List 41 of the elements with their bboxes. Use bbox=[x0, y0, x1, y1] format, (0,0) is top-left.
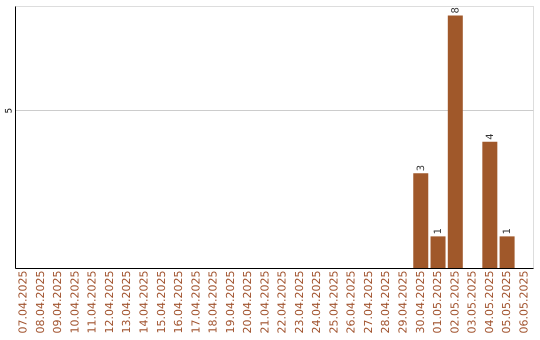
x-tick-label: 27.04.2025 bbox=[362, 270, 375, 334]
x-tick-label: 06.05.2025 bbox=[517, 270, 530, 334]
x-tick-label: 21.04.2025 bbox=[258, 270, 272, 334]
x-tick-label: 25.04.2025 bbox=[327, 270, 340, 334]
x-tick-label: 12.04.2025 bbox=[102, 270, 116, 334]
x-tick-label: 23.04.2025 bbox=[292, 270, 306, 334]
bar bbox=[413, 173, 428, 268]
data-label: 1 bbox=[433, 228, 444, 234]
data-label: 4 bbox=[484, 133, 496, 140]
x-tick-label: 16.04.2025 bbox=[172, 270, 186, 334]
bar bbox=[448, 15, 463, 268]
x-tick-label: 17.04.2025 bbox=[189, 270, 202, 334]
x-tick-label: 04.05.2025 bbox=[482, 270, 496, 334]
x-tick-label: 19.04.2025 bbox=[224, 270, 237, 334]
x-tick-label: 13.04.2025 bbox=[120, 270, 134, 334]
x-tick-label: 22.04.2025 bbox=[276, 270, 289, 334]
x-tick-label: 03.05.2025 bbox=[466, 270, 479, 334]
x-tick-label: 15.04.2025 bbox=[154, 270, 168, 334]
data-label: 1 bbox=[502, 228, 514, 234]
data-label: 3 bbox=[416, 164, 427, 172]
x-tick-label: 30.04.2025 bbox=[414, 270, 427, 334]
x-tick-label: 02.05.2025 bbox=[448, 270, 462, 334]
x-tick-label: 24.04.2025 bbox=[310, 270, 324, 334]
x-tick-label: 28.04.2025 bbox=[379, 270, 392, 334]
x-tick-label: 05.05.2025 bbox=[500, 270, 514, 334]
x-tick-label: 26.04.2025 bbox=[344, 270, 358, 334]
x-tick-label: 14.04.2025 bbox=[138, 270, 150, 334]
x-tick-label: 10.04.2025 bbox=[68, 270, 82, 334]
x-tick-label: 29.04.2025 bbox=[396, 270, 410, 334]
x-tick-label: 01.05.2025 bbox=[431, 270, 444, 334]
data-label: 8 bbox=[450, 7, 462, 14]
bar bbox=[500, 236, 515, 268]
x-tick-label: 08.04.2025 bbox=[34, 270, 47, 334]
x-tick-label: 09.04.2025 bbox=[51, 270, 64, 334]
bar bbox=[482, 142, 498, 268]
y-tick-label: 5 bbox=[4, 108, 14, 114]
x-tick-label: 18.04.2025 bbox=[206, 270, 220, 334]
x-tick-label: 07.04.2025 bbox=[16, 270, 30, 334]
x-tick-label: 20.04.2025 bbox=[241, 270, 254, 334]
x-tick-label: 11.04.2025 bbox=[86, 270, 99, 334]
bar bbox=[430, 236, 446, 268]
